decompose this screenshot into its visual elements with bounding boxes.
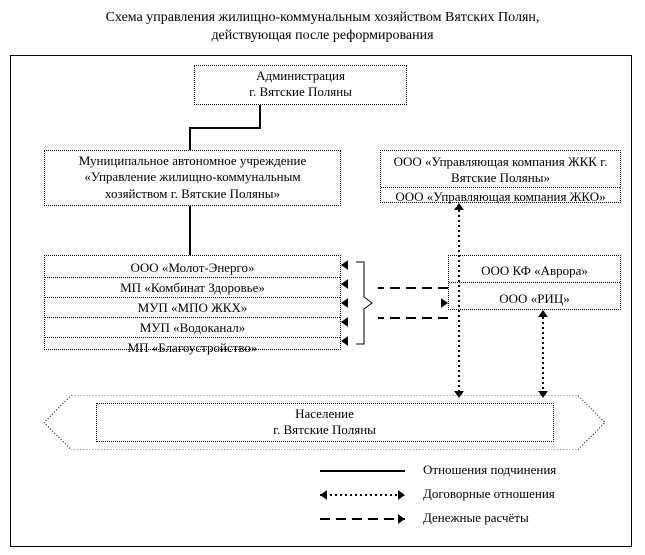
uk-row-2: ООО «Управляющая компания ЖКО» xyxy=(381,187,620,206)
population-inner-box: Население г. Вятские Поляны xyxy=(96,403,554,442)
node-population: Население г. Вятские Поляны xyxy=(44,395,605,450)
legend-label-dotted: Договорные отношения xyxy=(423,486,555,502)
node-municipal-institution: Муниципальное автономное учреждение «Упр… xyxy=(44,150,341,206)
node-service-enterprises: ООО «Молот-Энерго» МП «Комбинат Здоровье… xyxy=(44,255,341,350)
title-line-2: действующая после реформирования xyxy=(211,28,433,43)
pop-line-1: Население xyxy=(97,406,553,422)
title-line-1: Схема управления жилищно-коммунальным хо… xyxy=(106,10,540,25)
mau-line-1: Муниципальное автономное учреждение xyxy=(45,153,340,169)
right-row-2: ООО «РИЦ» xyxy=(449,282,620,313)
diagram-title: Схема управления жилищно-коммунальным хо… xyxy=(0,9,645,44)
left-row-2: МП «Комбинат Здоровье» xyxy=(45,277,340,297)
left-row-3: МУП «МПО ЖКХ» xyxy=(45,297,340,317)
left-row-1: ООО «Молот-Энерго» xyxy=(45,258,340,277)
node-payment-companies: ООО КФ «Аврора» ООО «РИЦ» xyxy=(448,255,621,310)
admin-line-2: г. Вятские Поляны xyxy=(195,84,406,100)
mau-line-2: «Управление жилищно-коммунальным xyxy=(45,169,340,185)
node-management-companies: ООО «Управляющая компания ЖКК г. Вятские… xyxy=(380,150,621,203)
left-row-4: МУП «Водоканал» xyxy=(45,317,340,337)
admin-line-1: Администрация xyxy=(195,68,406,84)
pop-line-2: г. Вятские Поляны xyxy=(97,422,553,438)
right-row-1: ООО КФ «Аврора» xyxy=(449,258,620,282)
legend-label-solid: Отношения подчинения xyxy=(423,462,556,478)
mau-line-3: хозяйством г. Вятские Поляны» xyxy=(45,186,340,202)
node-administration: Администрация г. Вятские Поляны xyxy=(194,65,407,105)
legend-label-dashed: Денежные расчёты xyxy=(423,510,529,526)
left-row-5: МП «Благоустройство» xyxy=(45,337,340,357)
diagram-canvas: Схема управления жилищно-коммунальным хо… xyxy=(0,0,645,555)
uk-row-1: ООО «Управляющая компания ЖКК г. Вятские… xyxy=(381,153,620,187)
